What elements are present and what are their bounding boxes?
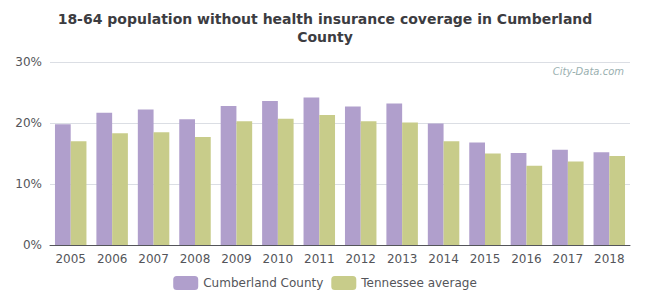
svg-text:2006: 2006 (97, 252, 128, 266)
svg-text:2013: 2013 (387, 252, 418, 266)
svg-text:20%: 20% (15, 116, 42, 130)
svg-text:2015: 2015 (470, 252, 501, 266)
svg-text:2012: 2012 (345, 252, 376, 266)
svg-text:2008: 2008 (180, 252, 211, 266)
svg-text:30%: 30% (15, 55, 42, 69)
svg-text:Cumberland County: Cumberland County (203, 276, 323, 290)
svg-text:County: County (297, 29, 353, 45)
svg-text:2009: 2009 (221, 252, 252, 266)
svg-text:Tennessee average: Tennessee average (360, 276, 476, 290)
svg-text:2005: 2005 (55, 252, 86, 266)
svg-text:2011: 2011 (304, 252, 335, 266)
svg-text:2017: 2017 (553, 252, 584, 266)
svg-text:2016: 2016 (511, 252, 542, 266)
svg-text:2014: 2014 (428, 252, 459, 266)
svg-text:City-Data.com: City-Data.com (553, 66, 625, 77)
svg-text:2010: 2010 (263, 252, 294, 266)
svg-text:0%: 0% (23, 238, 42, 252)
svg-text:2007: 2007 (138, 252, 169, 266)
svg-text:10%: 10% (15, 177, 42, 191)
svg-text:2018: 2018 (594, 252, 625, 266)
svg-text:18-64 population without healt: 18-64 population without health insuranc… (58, 11, 593, 27)
